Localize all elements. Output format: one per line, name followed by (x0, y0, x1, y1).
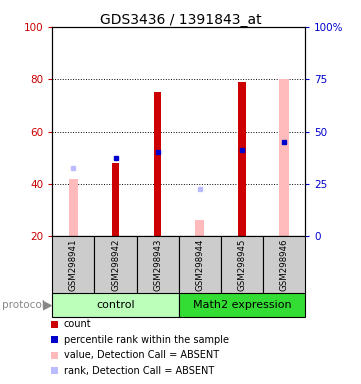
Text: GSM298942: GSM298942 (111, 239, 120, 291)
Text: GSM298943: GSM298943 (153, 239, 162, 291)
Text: rank, Detection Call = ABSENT: rank, Detection Call = ABSENT (64, 366, 214, 376)
Text: control: control (96, 300, 135, 310)
Bar (221, 236, 263, 294)
Text: GSM298944: GSM298944 (195, 239, 204, 291)
Bar (95, 236, 136, 294)
Bar (263, 236, 305, 294)
Bar (179, 293, 305, 317)
Text: protocol: protocol (2, 300, 44, 310)
Text: GDS3436 / 1391843_at: GDS3436 / 1391843_at (100, 13, 261, 27)
Text: percentile rank within the sample: percentile rank within the sample (64, 335, 229, 345)
Bar (112, 163, 119, 236)
Bar (52, 236, 95, 294)
Text: count: count (64, 319, 92, 329)
Bar (238, 82, 245, 236)
Bar (179, 236, 221, 294)
Text: Math2 expression: Math2 expression (192, 300, 291, 310)
Text: GSM298946: GSM298946 (279, 239, 288, 291)
Text: GSM298941: GSM298941 (69, 239, 78, 291)
Text: value, Detection Call = ABSENT: value, Detection Call = ABSENT (64, 350, 219, 360)
Text: GSM298945: GSM298945 (238, 239, 246, 291)
Bar (69, 179, 78, 236)
Bar (52, 293, 179, 317)
Bar (136, 236, 179, 294)
Bar (195, 220, 204, 236)
Bar (154, 92, 161, 236)
Bar (279, 79, 289, 236)
Text: ▶: ▶ (43, 298, 52, 311)
